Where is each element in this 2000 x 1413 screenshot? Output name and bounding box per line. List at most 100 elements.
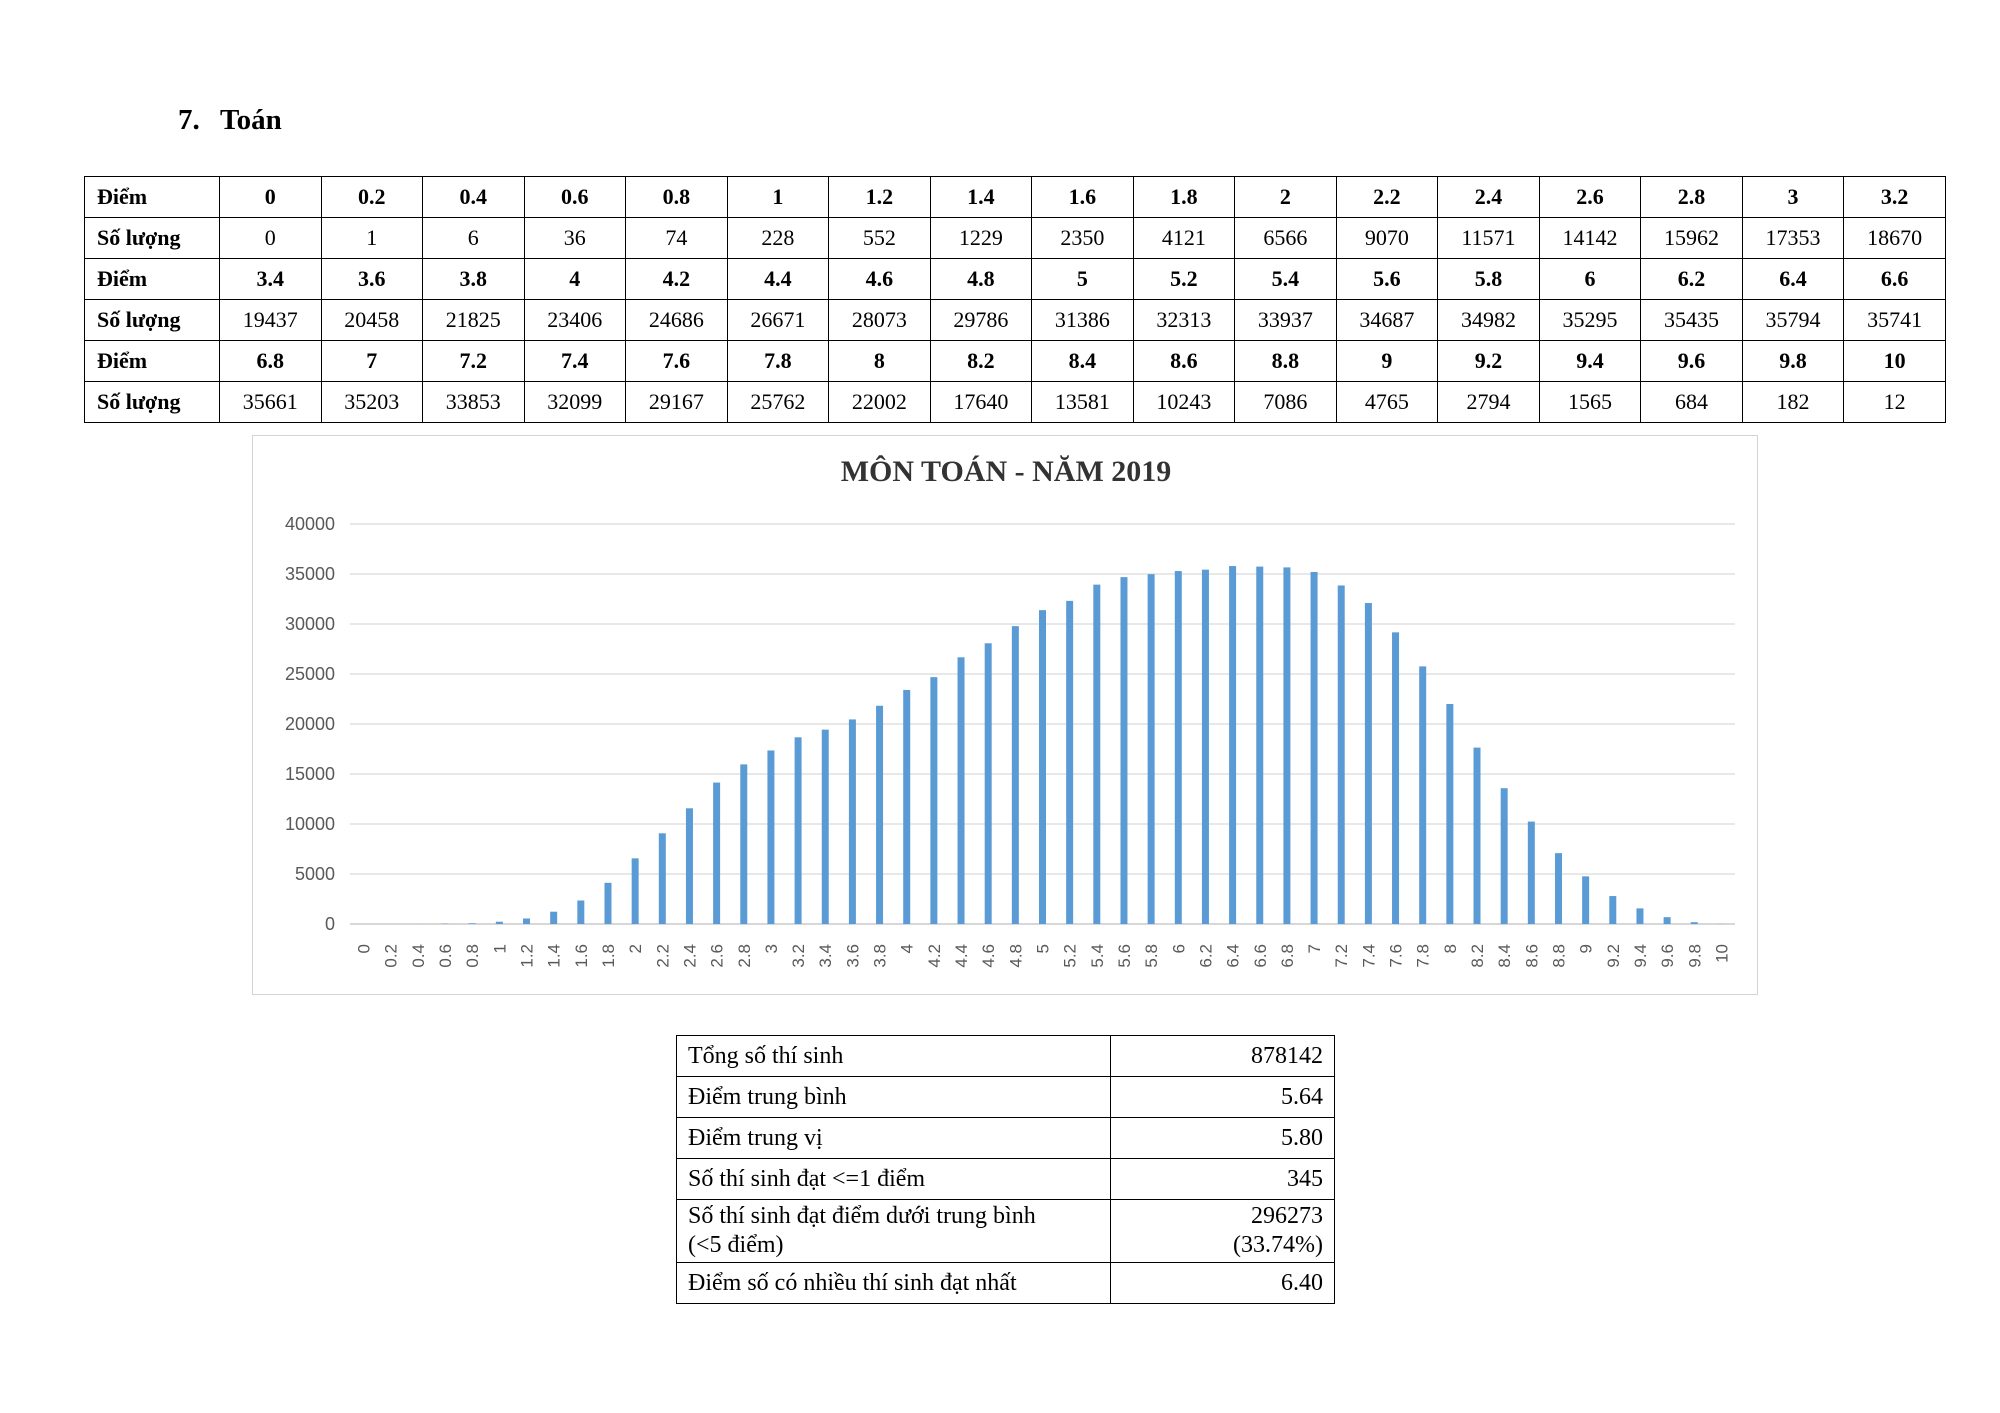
chart-bars (387, 566, 1725, 924)
score-count-cell: 32313 (1132, 299, 1236, 341)
score-count-cell: 9070 (1335, 217, 1439, 259)
score-point-cell: 4.4 (726, 258, 830, 300)
chart-bar (1147, 574, 1155, 924)
x-tick-label: 5.2 (1061, 944, 1080, 968)
x-tick-label: 7 (1305, 944, 1324, 953)
y-tick-label: 0 (325, 914, 335, 934)
score-count-cell: 0 (219, 217, 322, 259)
row-label-points: Điểm (84, 258, 220, 300)
score-point-cell: 8 (828, 340, 931, 382)
score-distribution-table: Điểm 0 0.2 0.4 0.6 0.8 1 1.2 1.4 1.6 1.8 2 2.2 2.4 2.6… (84, 176, 1946, 423)
stats-value: 345 (1110, 1158, 1335, 1200)
x-tick-label: 7.4 (1359, 944, 1378, 968)
chart-bar (1283, 567, 1291, 924)
chart-canvas: MÔN TOÁN - NĂM 2019 0 5000 10000 15000 20000… (285, 455, 1735, 968)
score-point-cell: 2.8 (1640, 176, 1743, 218)
score-point-cell: 0.6 (523, 176, 627, 218)
score-count-cell: 228 (726, 217, 830, 259)
score-point-cell: 2 (1234, 176, 1337, 218)
chart-bar (577, 900, 585, 924)
x-tick-label: 9 (1577, 944, 1596, 953)
chart-bar (523, 918, 531, 924)
x-tick-label: 6.8 (1278, 944, 1297, 968)
score-count-cell: 12 (1843, 381, 1946, 423)
score-point-cell: 7.4 (523, 340, 627, 382)
x-tick-label: 9.6 (1658, 944, 1677, 968)
score-point-cell: 8.4 (1031, 340, 1134, 382)
chart-bar (1011, 626, 1019, 924)
score-count-cell: 13581 (1031, 381, 1134, 423)
chart-bar (821, 729, 829, 924)
score-point-cell: 3.2 (1843, 176, 1946, 218)
score-count-cell: 17640 (929, 381, 1033, 423)
chart-bar (685, 808, 693, 924)
score-point-cell: 5 (1031, 258, 1134, 300)
score-point-cell: 0.4 (422, 176, 525, 218)
chart-bar (550, 911, 558, 924)
chart-bar (658, 833, 666, 924)
stats-row-mode: Điểm số có nhiều thí sinh đạt nhất 6.40 (676, 1262, 1335, 1304)
score-count-cell: 24686 (625, 299, 728, 341)
score-point-cell: 9.4 (1538, 340, 1642, 382)
x-tick-label: 0.8 (463, 944, 482, 968)
score-row-points: Điểm 6.8 7 7.2 7.4 7.6 7.8 8 8.2 8.4 8.6 8.8 9 9.2 9.4… (84, 340, 1946, 382)
score-point-cell: 7.2 (422, 340, 525, 382)
score-count-cell: 35295 (1538, 299, 1642, 341)
stats-label: Điểm trung vị (676, 1117, 1111, 1159)
chart-bar (957, 657, 965, 924)
chart-bar (1310, 571, 1318, 924)
score-point-cell: 4 (523, 258, 627, 300)
chart-y-axis: 0 5000 10000 15000 20000 25000 30000 35000 40000 (285, 514, 335, 934)
x-tick-label: 4.2 (925, 944, 944, 968)
score-count-cell: 33937 (1234, 299, 1337, 341)
score-row-counts: Số lượng 0 1 6 36 74 228 552 1229 2350 4121 6566 907… (84, 217, 1946, 259)
score-point-cell: 2.6 (1538, 176, 1642, 218)
score-point-cell: 3 (1741, 176, 1845, 218)
x-tick-label: 5 (1034, 944, 1053, 953)
score-count-cell: 26671 (726, 299, 830, 341)
score-count-cell: 33853 (422, 381, 525, 423)
x-tick-label: 4.4 (952, 944, 971, 968)
x-tick-label: 5.6 (1115, 944, 1134, 968)
score-point-cell: 1.4 (929, 176, 1033, 218)
x-tick-label: 2.2 (653, 944, 672, 968)
stats-value: 296273 (33.74%) (1110, 1199, 1335, 1263)
stats-row-median: Điểm trung vị 5.80 (676, 1117, 1335, 1159)
score-count-cell: 31386 (1031, 299, 1134, 341)
score-point-cell: 9.2 (1437, 340, 1540, 382)
chart-bar (1419, 666, 1427, 924)
score-point-cell: 0 (219, 176, 322, 218)
score-point-cell: 9.8 (1741, 340, 1845, 382)
y-tick-label: 15000 (285, 764, 335, 784)
score-point-cell: 3.8 (422, 258, 525, 300)
score-point-cell: 6.4 (1741, 258, 1845, 300)
x-tick-label: 2.4 (680, 944, 699, 968)
score-count-cell: 36 (523, 217, 627, 259)
score-count-cell: 29786 (929, 299, 1033, 341)
stats-row-below-average: Số thí sinh đạt điểm dưới trung bình (<5… (676, 1199, 1335, 1263)
score-point-cell: 7.8 (726, 340, 830, 382)
stats-value: 5.64 (1110, 1076, 1335, 1118)
x-tick-label: 0.2 (382, 944, 401, 968)
score-count-cell: 35661 (219, 381, 322, 423)
chart-bar (1039, 610, 1046, 924)
x-tick-label: 6.4 (1224, 944, 1243, 968)
chart-bar (1392, 632, 1400, 924)
chart-bar (1663, 917, 1671, 924)
score-count-cell: 29167 (625, 381, 728, 423)
score-histogram-chart: MÔN TOÁN - NĂM 2019 0 5000 10000 15000 20000… (252, 435, 1758, 995)
y-tick-label: 5000 (295, 864, 335, 884)
chart-bar (1554, 853, 1562, 924)
x-tick-label: 1.8 (599, 944, 618, 968)
chart-bar (468, 923, 476, 924)
y-tick-label: 20000 (285, 714, 335, 734)
score-point-cell: 6.8 (219, 340, 322, 382)
chart-bar (1500, 788, 1508, 924)
row-label-points: Điểm (84, 176, 220, 218)
score-count-cell: 74 (625, 217, 728, 259)
score-point-cell: 0.2 (320, 176, 424, 218)
row-label-counts: Số lượng (84, 381, 220, 423)
chart-bar (1473, 747, 1481, 924)
x-tick-label: 9.8 (1685, 944, 1704, 968)
score-point-cell: 5.6 (1335, 258, 1439, 300)
